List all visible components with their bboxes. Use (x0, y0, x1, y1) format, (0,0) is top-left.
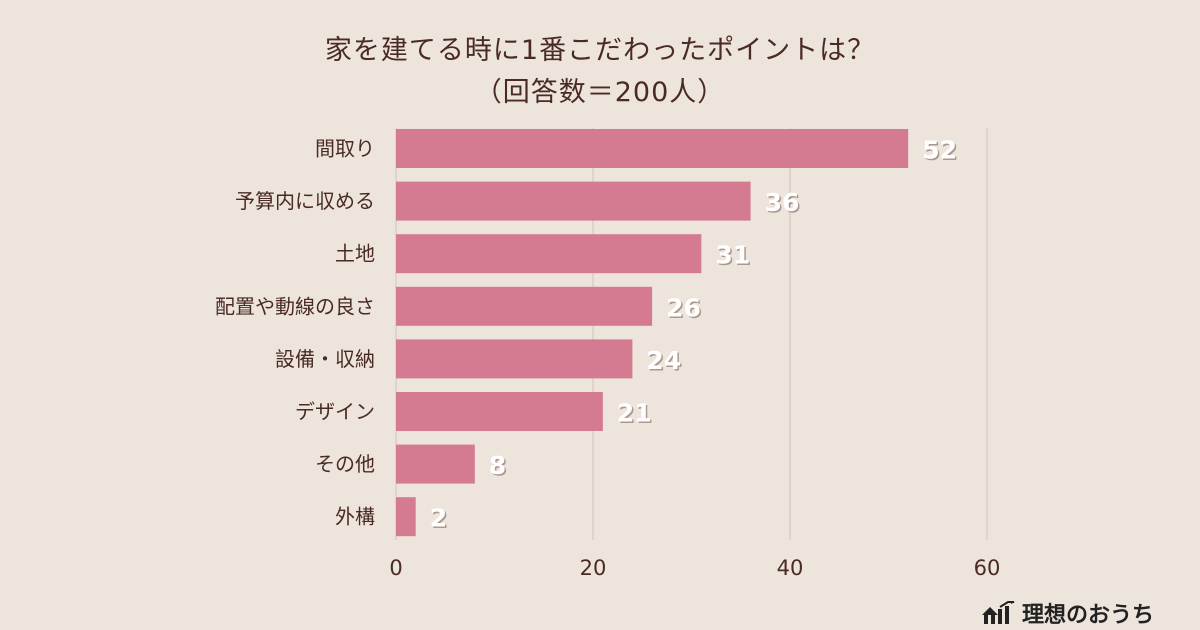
category-label: 土地 (335, 242, 375, 266)
house-chart-icon (982, 600, 1015, 624)
value-label-shadow: 21 (618, 400, 653, 429)
category-label: 配置や動線の良さ (215, 294, 375, 318)
value-label-shadow: 52 (924, 137, 959, 166)
bar (396, 339, 633, 379)
brand-logo: 理想のおうち (980, 595, 1200, 630)
category-label: 予算内に収める (235, 189, 375, 213)
value-label: 21 (617, 399, 652, 428)
category-label: 間取り (315, 137, 375, 161)
category-label: 外構 (335, 505, 375, 529)
bar (396, 129, 909, 168)
bar (396, 234, 702, 274)
x-tick-label: 20 (580, 556, 607, 580)
value-label-shadow: 31 (717, 242, 752, 271)
value-label: 36 (765, 188, 800, 217)
value-label: 26 (666, 293, 701, 322)
value-label: 8 (489, 451, 506, 480)
value-label-shadow: 2 (431, 505, 448, 534)
value-label: 31 (715, 241, 750, 270)
value-label: 52 (922, 136, 957, 165)
value-label-shadow: 26 (668, 295, 703, 324)
value-label: 2 (430, 504, 447, 533)
x-tick-label: 0 (389, 556, 402, 580)
bar (396, 497, 416, 537)
value-label: 24 (646, 346, 681, 375)
brand-name: 理想のおうち (1022, 602, 1155, 628)
x-tick-label: 40 (777, 556, 804, 580)
chart-subtitle: （回答数＝200人） (474, 77, 726, 108)
category-label: 設備・収納 (275, 347, 375, 371)
chart-title: 家を建てる時に1番こだわったポイントは？ (324, 35, 876, 66)
category-label: デザイン (295, 400, 375, 424)
bar (396, 444, 475, 484)
value-label-shadow: 36 (766, 190, 801, 219)
bar (396, 181, 751, 221)
bar (396, 392, 603, 431)
category-label: その他 (315, 452, 375, 476)
value-label-shadow: 24 (648, 347, 683, 376)
x-tick-label: 60 (974, 556, 1001, 580)
bar (396, 286, 653, 326)
value-label-shadow: 8 (490, 453, 507, 482)
